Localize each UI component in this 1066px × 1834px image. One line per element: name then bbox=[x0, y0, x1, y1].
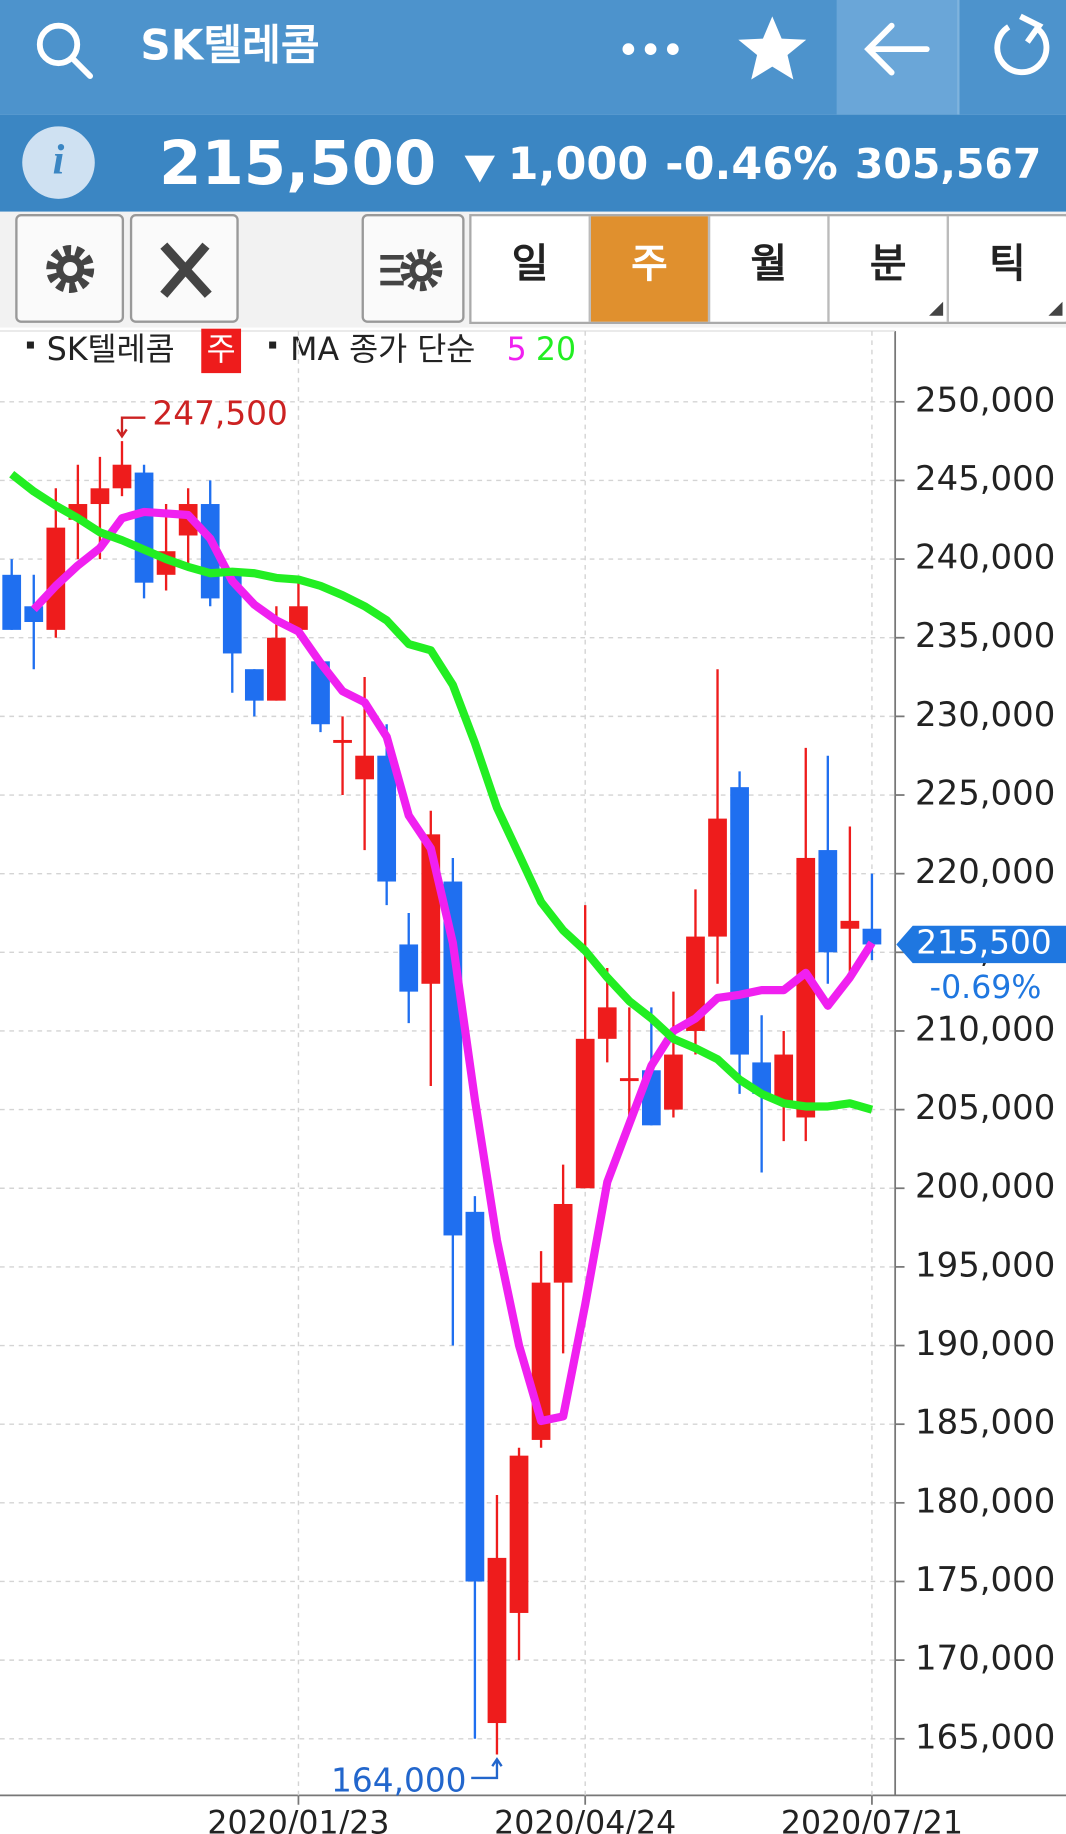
x-tick-label: 2020/01/23 bbox=[207, 1806, 389, 1834]
tab-bg[interactable] bbox=[948, 216, 1066, 322]
candle-body bbox=[840, 920, 860, 929]
settings-button[interactable] bbox=[15, 214, 125, 323]
search-icon[interactable] bbox=[36, 22, 94, 79]
favorite-icon[interactable] bbox=[738, 16, 807, 80]
back-button-bg[interactable] bbox=[836, 0, 959, 115]
price: 215,500 bbox=[159, 129, 436, 199]
candle-body bbox=[2, 574, 22, 630]
y-tick-label: 200,000 bbox=[915, 1167, 1055, 1206]
y-tick-label: 195,000 bbox=[915, 1245, 1055, 1284]
tools-button[interactable] bbox=[129, 214, 239, 323]
candle-body bbox=[862, 928, 882, 945]
down-arrow bbox=[464, 155, 495, 183]
candle-body bbox=[355, 755, 374, 780]
candle-body bbox=[796, 857, 816, 1118]
candle-body bbox=[708, 818, 727, 937]
y-tick-label: 185,000 bbox=[915, 1403, 1055, 1442]
candle-body bbox=[664, 1054, 683, 1110]
x-tick-label: 2020/07/21 bbox=[781, 1806, 963, 1834]
tab-bg[interactable] bbox=[710, 216, 828, 322]
candle-body bbox=[818, 850, 838, 953]
candle-body bbox=[730, 787, 749, 1055]
candle-body bbox=[377, 755, 397, 882]
low-pointer bbox=[471, 1757, 503, 1780]
legend-ma: MA 종가 단순 bbox=[290, 332, 475, 368]
tab-bg[interactable] bbox=[471, 216, 589, 322]
candle-body bbox=[686, 936, 705, 1031]
info-button[interactable] bbox=[22, 126, 95, 199]
x-tick-label: 2020/04/24 bbox=[494, 1806, 676, 1834]
candle-body bbox=[311, 661, 330, 725]
y-tick-label: 230,000 bbox=[915, 695, 1055, 734]
y-tick-label: 245,000 bbox=[915, 459, 1055, 498]
tab[interactable]: 주 bbox=[631, 241, 668, 287]
last-price-label: 215,500 bbox=[916, 923, 1051, 961]
change-pct: -0.46% bbox=[665, 139, 838, 190]
candle-body bbox=[267, 637, 286, 701]
candle-body bbox=[134, 472, 154, 583]
candle-body bbox=[90, 488, 110, 505]
y-tick-label: 180,000 bbox=[915, 1481, 1055, 1520]
chart-area bbox=[0, 327, 1066, 1834]
candle-body bbox=[333, 739, 352, 743]
candle-body bbox=[465, 1211, 485, 1582]
candle-body bbox=[46, 527, 66, 630]
legend: SK텔레콤 주 MA 종가 단순 5 20 bbox=[26, 328, 576, 374]
y-tick-label: 175,000 bbox=[915, 1560, 1055, 1599]
high-pointer bbox=[116, 416, 146, 439]
tab[interactable]: 분 bbox=[870, 241, 907, 287]
last-change-label: -0.69% bbox=[930, 970, 1042, 1006]
volume: 305,567 bbox=[855, 140, 1042, 188]
y-tick-label: 250,000 bbox=[915, 380, 1055, 419]
candle-body bbox=[774, 1054, 794, 1102]
legend-entry: 5 bbox=[507, 332, 527, 368]
y-tick-label: 170,000 bbox=[915, 1639, 1055, 1678]
tab-bg[interactable] bbox=[590, 216, 708, 322]
candle-body bbox=[487, 1557, 507, 1724]
candle-body bbox=[244, 669, 264, 701]
back-icon[interactable] bbox=[864, 22, 930, 76]
y-tick-label: 240,000 bbox=[915, 538, 1055, 577]
candle-body bbox=[112, 464, 132, 489]
ma-line bbox=[30, 507, 876, 1426]
candle-body bbox=[509, 1455, 529, 1613]
legend-period: 주 bbox=[207, 332, 236, 368]
last-price-box bbox=[896, 925, 1066, 964]
y-tick-label: 165,000 bbox=[915, 1717, 1055, 1756]
y-tick-label: 205,000 bbox=[915, 1088, 1055, 1127]
tab[interactable]: 틱 bbox=[989, 241, 1026, 287]
y-tick-label: 210,000 bbox=[915, 1009, 1055, 1048]
candle-body bbox=[399, 944, 419, 992]
change: 1,000 bbox=[508, 139, 649, 190]
candle-body bbox=[289, 606, 308, 630]
candle-body bbox=[222, 574, 242, 654]
y-tick-label: 225,000 bbox=[915, 774, 1055, 813]
tab[interactable]: 일 bbox=[512, 241, 549, 287]
candle-body bbox=[619, 1078, 639, 1082]
quote-bar bbox=[0, 114, 1066, 212]
low-label: 164,000 bbox=[331, 1762, 466, 1800]
tab-bg[interactable] bbox=[829, 216, 947, 322]
candle-body bbox=[575, 1038, 595, 1189]
legend-entry: 20 bbox=[536, 332, 576, 368]
ma-line bbox=[9, 470, 874, 1114]
info-icon[interactable]: i bbox=[53, 136, 65, 183]
y-tick-label: 220,000 bbox=[915, 852, 1055, 891]
stock-title: SK텔레콤 bbox=[140, 20, 319, 69]
y-tick-label: 235,000 bbox=[915, 616, 1055, 655]
candle-body bbox=[597, 1007, 617, 1039]
y-tick-label: 190,000 bbox=[915, 1324, 1055, 1363]
legend-stock: SK텔레콤 bbox=[47, 332, 175, 368]
refresh-icon[interactable] bbox=[994, 13, 1050, 76]
more-icon[interactable] bbox=[622, 43, 679, 55]
indicator-settings-button[interactable] bbox=[361, 214, 465, 323]
tab[interactable]: 월 bbox=[750, 241, 787, 287]
candle-body bbox=[553, 1203, 573, 1283]
high-label: 247,500 bbox=[152, 394, 287, 432]
